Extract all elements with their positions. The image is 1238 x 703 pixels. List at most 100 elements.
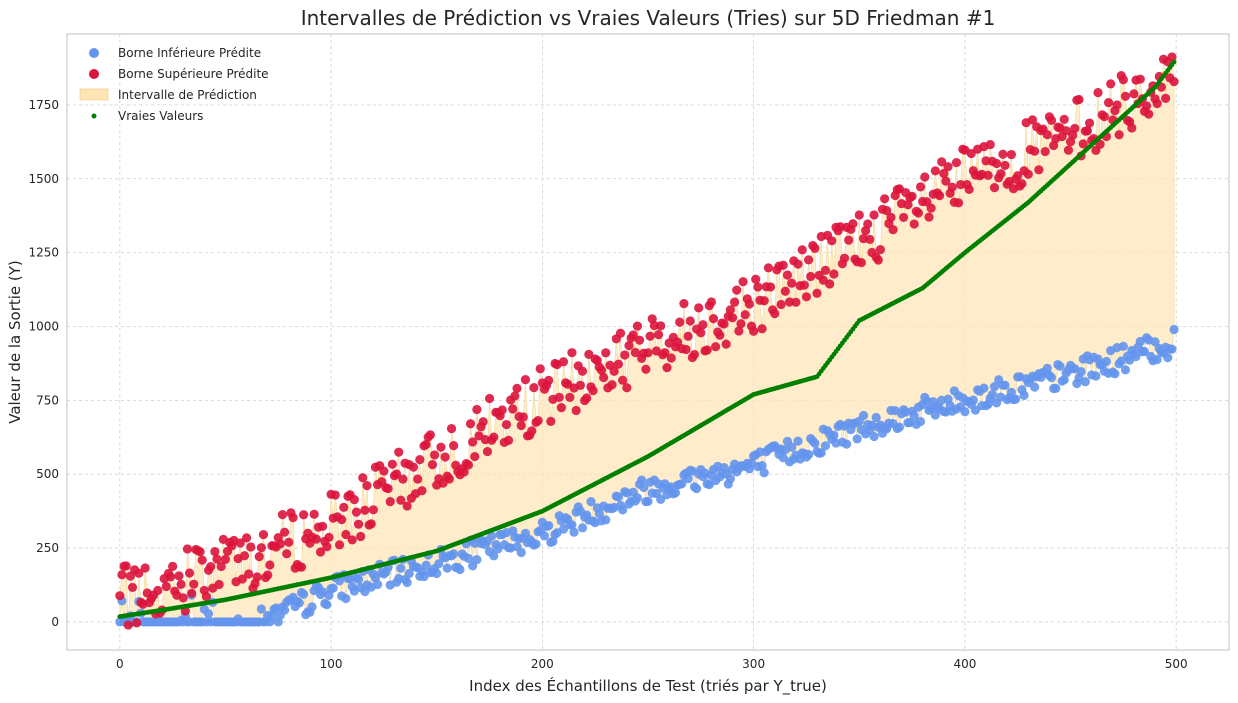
lower-bound-point bbox=[829, 430, 839, 440]
upper-bound-point bbox=[632, 321, 643, 331]
upper-bound-point bbox=[757, 324, 767, 334]
upper-bound-point bbox=[575, 380, 585, 390]
upper-bound-point bbox=[930, 166, 940, 176]
upper-bound-point bbox=[516, 420, 526, 431]
chart-title: Intervalles de Prédiction vs Vraies Vale… bbox=[301, 6, 996, 30]
upper-bound-point bbox=[599, 372, 609, 383]
upper-bound-point bbox=[413, 474, 423, 484]
lower-bound-point bbox=[1120, 365, 1131, 375]
lower-bound-point bbox=[1042, 363, 1052, 373]
upper-bound-point bbox=[882, 206, 892, 216]
upper-bound-point bbox=[1017, 179, 1027, 189]
upper-bound-point bbox=[810, 243, 820, 253]
upper-bound-point bbox=[793, 259, 803, 269]
upper-bound-point bbox=[387, 459, 397, 469]
upper-bound-point bbox=[322, 542, 332, 552]
y-tick-label: 250 bbox=[36, 541, 59, 555]
upper-bound-point bbox=[698, 320, 708, 330]
upper-bound-point bbox=[801, 292, 812, 302]
lower-bound-point bbox=[432, 568, 442, 579]
upper-bound-point bbox=[609, 366, 619, 376]
upper-bound-point bbox=[265, 560, 275, 570]
upper-bound-point bbox=[601, 348, 611, 358]
lower-bound-point bbox=[613, 492, 624, 502]
upper-bound-point bbox=[1040, 146, 1050, 157]
lower-bound-point bbox=[531, 539, 541, 549]
upper-bound-point bbox=[1046, 115, 1057, 125]
lower-bound-point bbox=[569, 527, 579, 537]
upper-bound-point bbox=[1135, 74, 1145, 84]
upper-bound-point bbox=[666, 353, 676, 363]
upper-bound-point bbox=[694, 303, 704, 313]
lower-bound-point bbox=[915, 416, 926, 427]
x-axis-label: Index des Échantillons de Test (triés pa… bbox=[469, 676, 827, 696]
upper-bound-point bbox=[520, 375, 531, 385]
y-axis-label: Valeur de la Sortie (Y) bbox=[6, 260, 24, 424]
upper-bound-point bbox=[134, 568, 144, 578]
lower-bound-point bbox=[909, 411, 919, 421]
lower-bound-point bbox=[643, 496, 653, 506]
x-tick-label: 500 bbox=[1165, 657, 1188, 671]
lower-bound-point bbox=[979, 383, 989, 393]
upper-bound-point bbox=[941, 176, 951, 186]
upper-bound-point bbox=[296, 562, 307, 572]
upper-bound-point bbox=[132, 618, 142, 628]
lower-bound-point bbox=[1110, 369, 1120, 379]
true-series-group bbox=[117, 59, 1177, 620]
upper-bound-point bbox=[685, 316, 695, 326]
upper-bound-point bbox=[996, 169, 1006, 179]
lower-bound-point bbox=[842, 439, 852, 449]
upper-bound-point bbox=[195, 547, 205, 557]
upper-bound-point bbox=[1000, 160, 1010, 171]
upper-bound-point bbox=[187, 588, 197, 598]
upper-bound-point bbox=[725, 305, 736, 315]
upper-bound-point bbox=[620, 350, 630, 360]
upper-bound-point bbox=[706, 297, 716, 307]
upper-bound-point bbox=[176, 579, 186, 589]
upper-bound-point bbox=[681, 344, 691, 355]
upper-bound-point bbox=[341, 529, 351, 540]
upper-bound-point bbox=[913, 208, 924, 218]
lower-bound-point bbox=[987, 390, 997, 400]
upper-bound-point bbox=[258, 530, 269, 540]
legend-label-upper: Borne Supérieure Prédite bbox=[118, 67, 269, 81]
upper-bound-point bbox=[983, 170, 993, 180]
upper-bound-point bbox=[121, 561, 131, 571]
upper-bound-point bbox=[702, 345, 712, 355]
upper-bound-point bbox=[903, 200, 913, 210]
upper-bound-point bbox=[174, 571, 184, 581]
upper-series-group bbox=[115, 52, 1179, 630]
upper-bound-point bbox=[734, 326, 744, 336]
upper-bound-point bbox=[117, 570, 127, 580]
upper-bound-point bbox=[558, 357, 569, 367]
upper-bound-point bbox=[738, 277, 748, 287]
upper-bound-point bbox=[744, 299, 755, 309]
upper-bound-point bbox=[565, 392, 575, 403]
upper-bound-point bbox=[241, 533, 252, 543]
upper-bound-point bbox=[770, 309, 780, 319]
upper-bound-point bbox=[645, 331, 655, 341]
lower-bound-point bbox=[1152, 354, 1162, 365]
upper-bound-point bbox=[383, 483, 393, 494]
legend-marker-true bbox=[91, 113, 97, 119]
true-value-point bbox=[1171, 59, 1177, 65]
upper-bound-point bbox=[643, 348, 653, 358]
upper-bound-point bbox=[1070, 123, 1080, 134]
upper-bound-point bbox=[214, 579, 224, 590]
upper-bound-point bbox=[440, 452, 450, 462]
legend: Borne Inférieure Prédite Borne Supérieur… bbox=[79, 46, 269, 123]
lower-bound-point bbox=[442, 563, 452, 573]
lower-bound-point bbox=[594, 509, 605, 519]
upper-bound-point bbox=[1068, 130, 1078, 140]
upper-bound-point bbox=[1093, 87, 1103, 98]
upper-bound-point bbox=[683, 331, 693, 341]
upper-bound-point bbox=[311, 534, 321, 544]
lower-bound-point bbox=[1076, 366, 1086, 377]
x-tick-label: 100 bbox=[320, 657, 343, 671]
lower-bound-point bbox=[353, 574, 364, 585]
lower-bound-point bbox=[683, 474, 693, 484]
legend-marker-interval bbox=[79, 88, 109, 101]
upper-bound-point bbox=[915, 182, 926, 192]
upper-bound-point bbox=[252, 572, 262, 582]
lower-bound-point bbox=[544, 521, 554, 531]
